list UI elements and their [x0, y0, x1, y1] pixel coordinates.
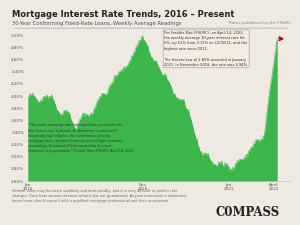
Text: Interest rates may fluctuate suddenly and dramatically, and it is very difficult: Interest rates may fluctuate suddenly an…: [12, 189, 187, 203]
Text: 30-Year Conforming Fixed-Rate Loans, Weekly Average Readings: 30-Year Conforming Fixed-Rate Loans, Wee…: [12, 21, 181, 26]
Text: Rates published by the FHLMC: Rates published by the FHLMC: [229, 21, 291, 25]
Text: C0MPASS: C0MPASS: [215, 206, 279, 219]
Text: Mortgage Interest Rate Trends, 2016 – Present: Mortgage Interest Rate Trends, 2016 – Pr…: [12, 10, 235, 19]
Text: “This week, mortgage rates averaged five percent for the
first time in over a de: “This week, mortgage rates averaged five…: [28, 123, 134, 153]
Text: Per Freddie Mac (FHLMC), on April 14, 2022,
the weekly average 30-year interest : Per Freddie Mac (FHLMC), on April 14, 20…: [164, 31, 248, 67]
